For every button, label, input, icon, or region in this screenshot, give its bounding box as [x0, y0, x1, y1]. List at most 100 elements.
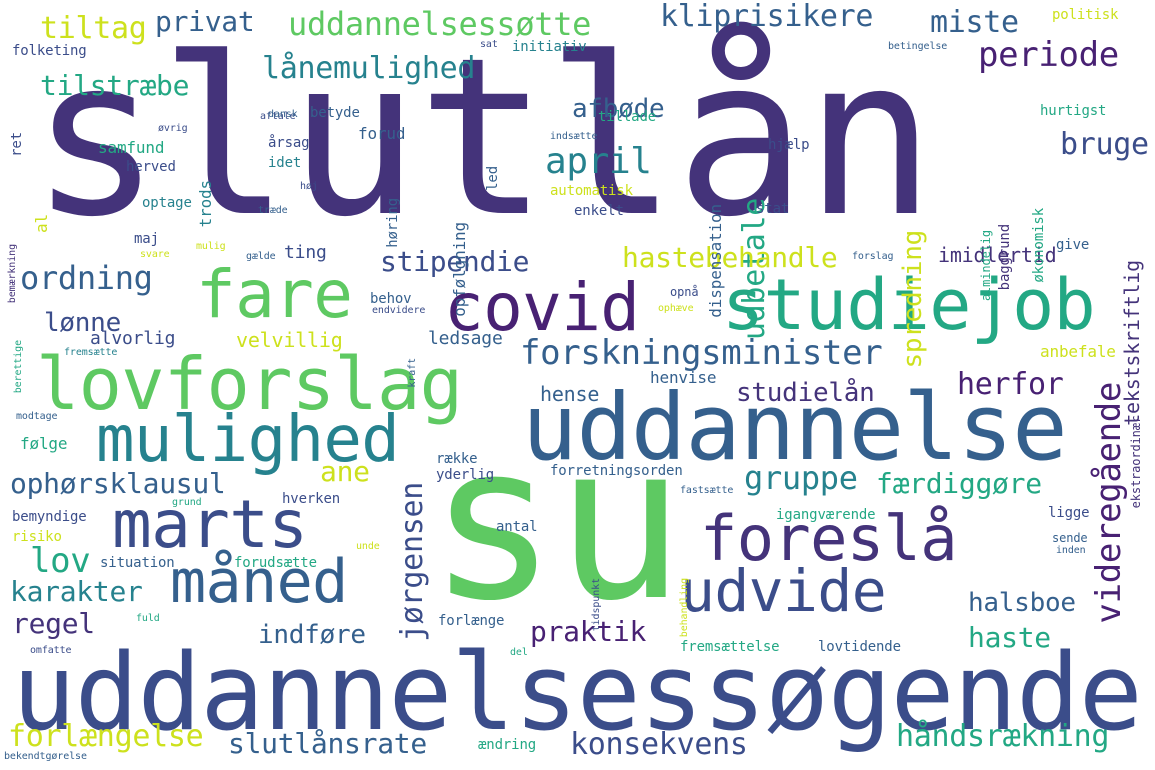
word-faerdiggore: færdiggøre [876, 467, 1042, 500]
word-ting: ting [284, 242, 327, 263]
word-horing: høring [385, 198, 401, 248]
word-traede: træde [258, 205, 288, 216]
word-bemyndige: bemyndige [12, 509, 87, 525]
word-ligge: ligge [1048, 505, 1090, 521]
word-tillade: tillade [598, 109, 657, 125]
word-igangvaerende: igangværende [776, 507, 876, 523]
word-idet: idet [268, 155, 302, 171]
word-covid: covid [444, 269, 640, 346]
word-ovrig: øvrig [158, 123, 188, 134]
word-ledsage: ledsage [428, 328, 503, 349]
word-optage: optage [142, 195, 192, 211]
word-enkelt: enkelt [574, 203, 624, 219]
word-handsraekning: håndsrækning [896, 719, 1110, 754]
word-studiejob: studiejob [722, 264, 1096, 346]
word-del: del [510, 647, 528, 658]
word-automatisk: automatisk [550, 183, 633, 199]
word-behandling: behandling [679, 578, 690, 638]
word-anbefale: anbefale [1040, 342, 1116, 361]
word-fare: fare [196, 256, 353, 333]
word-opfolgning: opfølgning [450, 222, 469, 317]
word-konsekvens: konsekvens [570, 727, 748, 762]
word-dispensation: dispensation [706, 204, 725, 318]
word-lovtidende: lovtidende [818, 639, 901, 655]
word-hverken: hverken [282, 491, 341, 507]
word-slutlansrate: slutlånsrate [228, 727, 427, 760]
word-berettige: berettige [13, 340, 24, 394]
word-imidlertid: imidlertid [938, 243, 1057, 267]
word-studielan: studielån [736, 378, 875, 408]
word-ane: ane [320, 455, 370, 488]
word-inden: inden [1056, 545, 1086, 556]
word-led: led [485, 166, 501, 191]
word-tekstskriftlig: tekstskriftlig [1120, 260, 1144, 426]
word-hoj: høj [300, 181, 318, 192]
word-miste: miste [930, 5, 1019, 40]
word-baggrund: baggrund [997, 224, 1013, 291]
word-fremsaettelse: fremsættelse [680, 639, 780, 655]
word-modtage: modtage [16, 411, 58, 422]
word-april: april [545, 141, 652, 182]
word-aftale: aftale [260, 111, 296, 122]
word-herved: herved [126, 159, 176, 175]
word-lanemulighed: lånemulighed [262, 51, 476, 86]
word-initiativ: initiativ [512, 39, 587, 55]
word-trods: trods [196, 180, 215, 228]
word-su: su [428, 397, 685, 648]
word-forretningsorden: forretningsorden [550, 463, 683, 479]
word-give: give [1056, 237, 1090, 253]
word-dansk: dansk [268, 109, 298, 120]
word-mulig: mulig [196, 241, 226, 252]
word-spredning: spredning [898, 230, 928, 369]
word-aendring: ændring [478, 737, 537, 753]
word-samfund: samfund [98, 138, 165, 157]
word-arsag: årsag [268, 135, 310, 151]
word-hurtigst: hurtigst [1040, 103, 1107, 119]
word-lonne: lønne [44, 308, 121, 338]
word-fastsaette: fastsætte [680, 485, 734, 496]
word-bemaerkning: bemærkning [7, 244, 18, 304]
word-risiko: risiko [12, 529, 62, 545]
word-ekstraordinaer: ekstraordinær [1129, 416, 1143, 509]
word-maj: maj [134, 231, 159, 247]
word-regel: regel [12, 607, 95, 640]
word-stipendie: stipendie [380, 245, 530, 278]
word-bruge: bruge [1060, 127, 1149, 162]
word-sende: sende [1052, 531, 1088, 545]
word-gaelde: gælde [246, 251, 276, 262]
word-gruppe: gruppe [744, 459, 858, 497]
word-svare: svare [140, 249, 170, 260]
word-afbode: afbøde [572, 94, 665, 124]
word-forslag: forslag [852, 251, 894, 262]
word-politisk: politisk [1052, 7, 1119, 23]
word-endvidere: endvidere [372, 305, 426, 316]
word-herfor: herfor [957, 367, 1064, 402]
word-grund: grund [172, 497, 202, 508]
word-privat: privat [155, 5, 255, 38]
word-forudsaette: forudsætte [234, 555, 317, 571]
word-uddannelsessotte: uddannelsessøtte [288, 5, 592, 43]
word-ophorsklausul: ophørsklausul [10, 467, 226, 500]
word-forskningsminister: forskningsminister [520, 333, 883, 373]
word-bekendtgorelse: bekendtgørelse [4, 751, 87, 762]
word-fuld: fuld [136, 613, 160, 624]
word-karakter: karakter [10, 575, 143, 608]
word-fremsaette: fremsætte [64, 347, 118, 358]
word-ophaeve: ophæve [658, 303, 694, 314]
word-marts: marts [112, 486, 308, 563]
word-kraft: kraft [407, 358, 418, 388]
word-betingelse: betingelse [888, 41, 948, 52]
word-opna: opnå [670, 285, 699, 299]
word-mulighed: mulighed [96, 403, 400, 477]
word-situation: situation [100, 555, 175, 571]
word-uddannelsessogende: uddannelsessøgende [12, 631, 1143, 754]
word-antal: antal [496, 519, 538, 535]
word-indfore: indføre [258, 620, 366, 650]
word-uddannelse: uddannelse [522, 374, 1068, 481]
word-sat: sat [480, 39, 498, 50]
word-tiltag: tiltag [40, 11, 147, 46]
word-al: al [32, 214, 51, 233]
word-ret: ret [9, 132, 25, 157]
word-okonomisk: økonomisk [1031, 208, 1047, 283]
